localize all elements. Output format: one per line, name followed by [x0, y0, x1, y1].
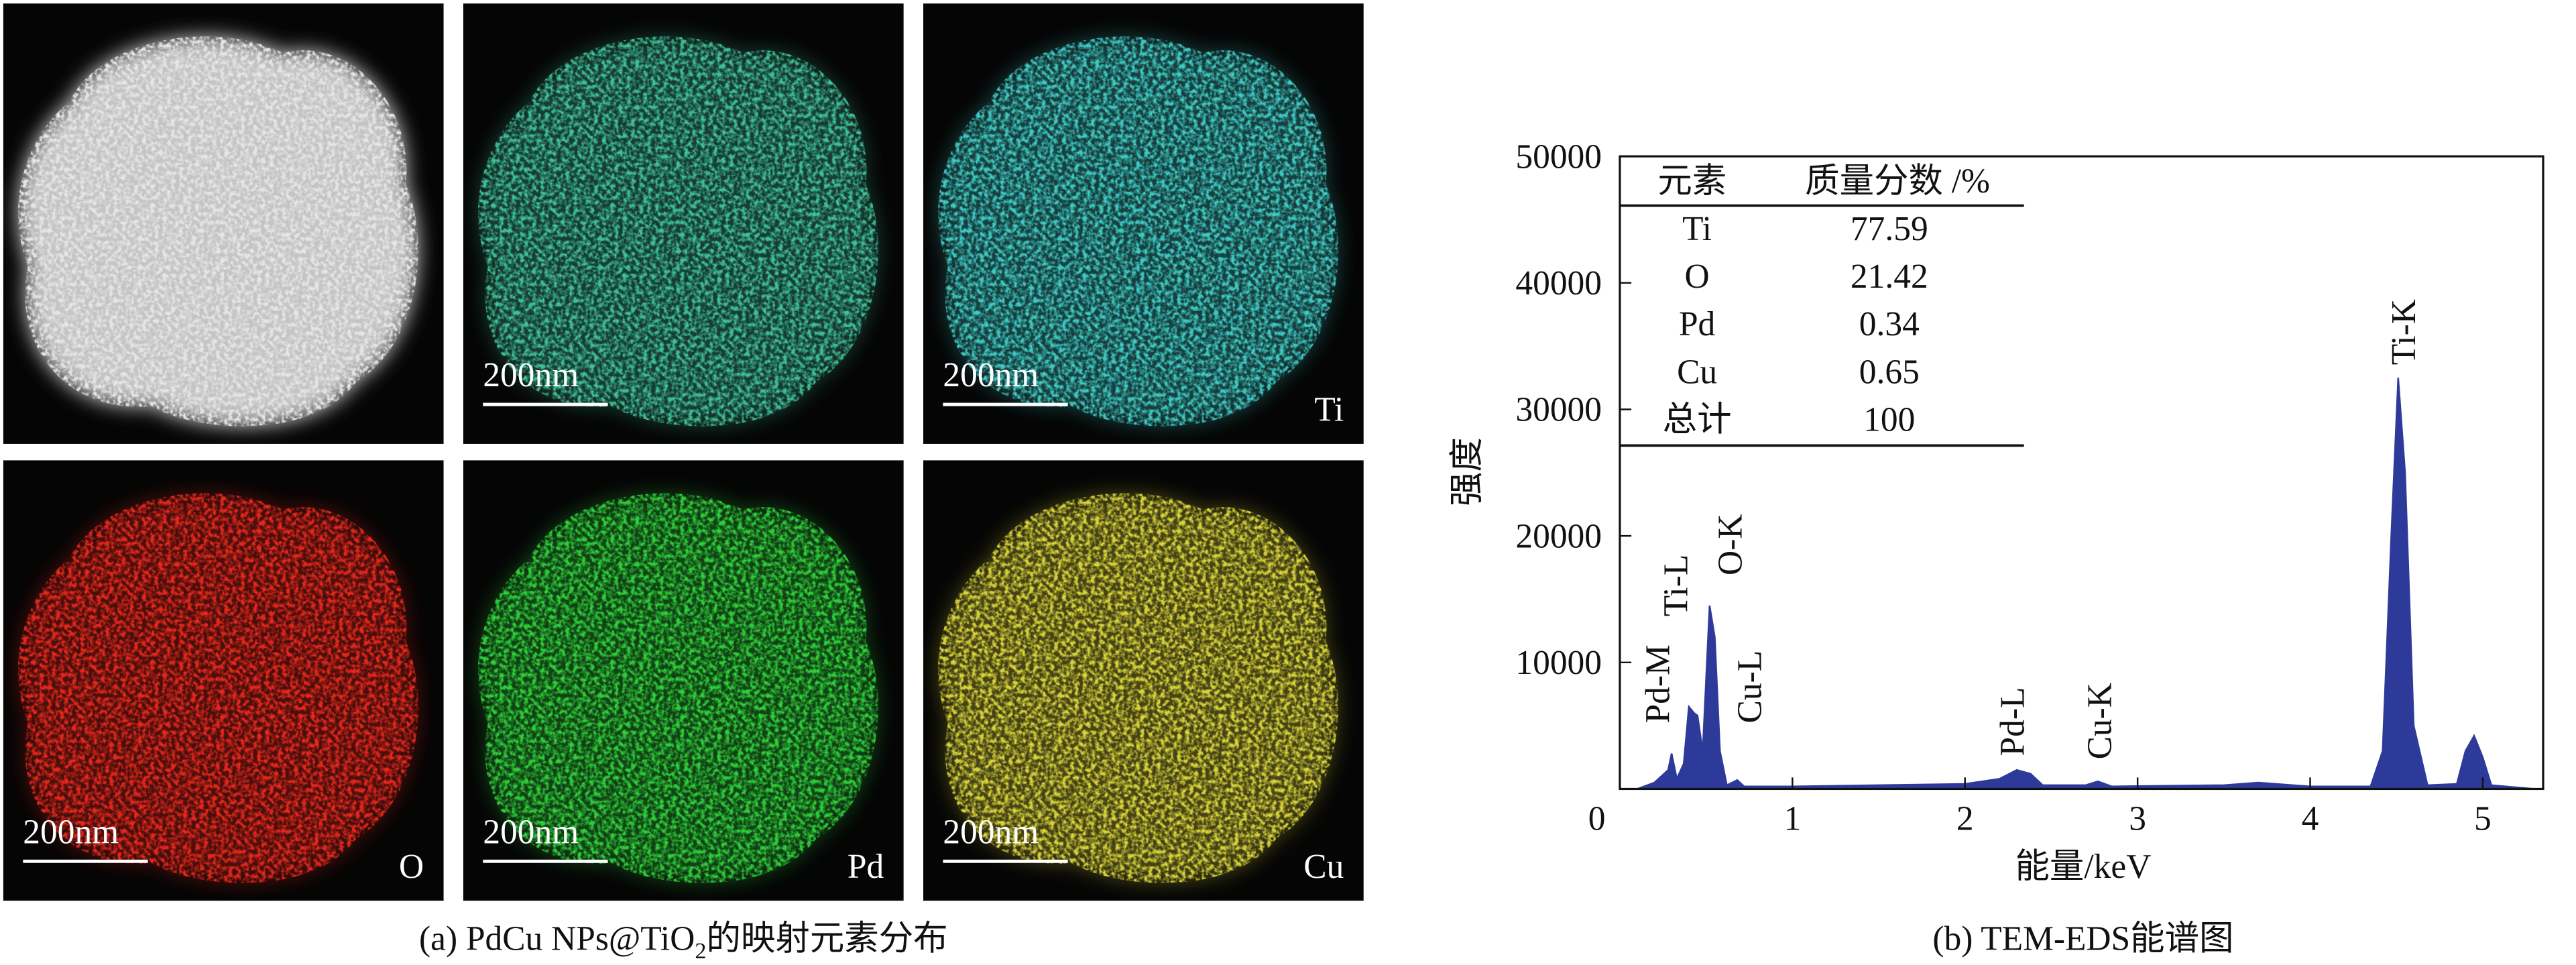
table-cell: Ti: [1682, 210, 1712, 248]
table-cell: Pd: [1679, 305, 1716, 343]
x-tick-label: 4: [2302, 800, 2319, 838]
x-tick-label: 0: [1588, 800, 1606, 838]
y-tick-label: 30000: [1515, 391, 1602, 429]
peak-label: Ti-K: [2385, 299, 2423, 365]
scale-bar-label: 200nm: [483, 813, 579, 851]
caption: (a) PdCu NPs@TiO2的映射元素分布: [419, 920, 948, 964]
table-cell: O: [1685, 258, 1710, 296]
micrograph: [3, 3, 444, 444]
micrograph: 200nm Pd: [463, 460, 904, 901]
element-label: Pd: [847, 848, 884, 886]
scale-bar-label: 200nm: [943, 813, 1039, 851]
x-tick-label: 5: [2474, 800, 2492, 838]
spectrum-area: [1637, 378, 2535, 790]
table-cell: Cu: [1677, 353, 1717, 391]
peak-label: Cu-K: [2081, 683, 2119, 759]
micrograph: 200nm O: [3, 460, 444, 901]
scale-bar-label: 200nm: [943, 356, 1039, 394]
table-cell: 0.65: [1859, 353, 1920, 391]
micrograph: 200nm Ti: [923, 3, 1364, 444]
plot-frame: [1619, 155, 2544, 791]
x-tick-label: 1: [1783, 800, 1801, 838]
caption-sub: 2: [695, 938, 706, 964]
table-cell: 77.59: [1851, 210, 1928, 248]
scale-bar-label: 200nm: [23, 813, 119, 851]
caption: (b) TEM-EDS能谱图: [1932, 920, 2233, 958]
table-header: 元素: [1657, 162, 1726, 201]
table-cell: 0.34: [1859, 305, 1920, 343]
table-header: 质量分数 /%: [1805, 162, 1990, 201]
x-axis-label: 能量/keV: [2015, 848, 2151, 886]
caption-text: (a) PdCu NPs@TiO: [419, 920, 695, 958]
element-label: O: [399, 848, 424, 886]
peak-label: Ti-L: [1657, 555, 1695, 616]
table-cell: 100: [1863, 400, 1915, 439]
y-axis-label: 强度: [1448, 437, 1486, 506]
peak-label: Cu-L: [1731, 650, 1769, 724]
micrograph: 200nm Cu: [923, 460, 1364, 901]
x-tick-label: 2: [1956, 800, 1974, 838]
y-tick-label: 10000: [1515, 644, 1602, 682]
table-cell: 21.42: [1851, 258, 1928, 296]
y-tick-label: 50000: [1515, 137, 1602, 176]
blob-texture: [17, 36, 418, 427]
micrograph: 200nm: [463, 3, 904, 444]
scale-bar-label: 200nm: [483, 356, 579, 394]
x-tick-label: 3: [2129, 800, 2146, 838]
peak-label: Pd-M: [1639, 644, 1677, 723]
y-tick-label: 20000: [1515, 517, 1602, 555]
table-cell: 总计: [1663, 400, 1732, 439]
element-label: Ti: [1314, 391, 1344, 429]
peak-label: O-K: [1711, 514, 1749, 575]
peak-label: Pd-L: [1994, 687, 2032, 756]
element-label: Cu: [1303, 848, 1344, 886]
y-tick-label: 40000: [1515, 264, 1602, 302]
caption-text: 的映射元素分布: [707, 920, 948, 958]
